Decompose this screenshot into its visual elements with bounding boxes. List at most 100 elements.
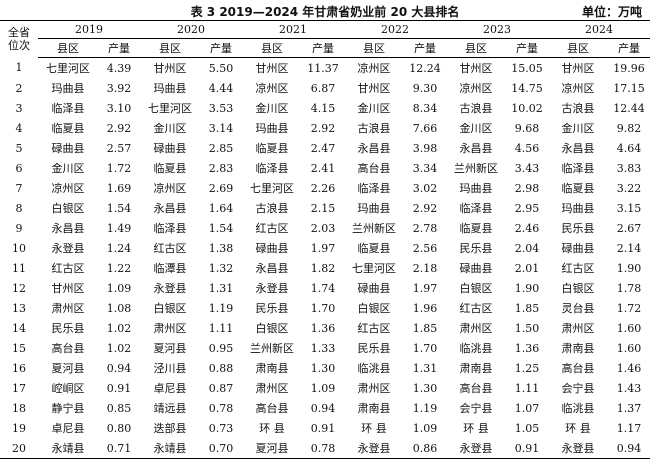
rank-cell: 10 bbox=[12, 241, 26, 255]
output-cell: 4.64 bbox=[616, 141, 642, 155]
county-cell: 迭部县 bbox=[153, 422, 187, 435]
county-cell: 肃南县 bbox=[459, 362, 493, 375]
county-cell: 卓尼县 bbox=[51, 422, 85, 435]
output-cell: 0.73 bbox=[208, 421, 234, 435]
rank-cell: 20 bbox=[0, 438, 38, 459]
output-cell: 1.90 bbox=[514, 281, 540, 295]
output-cell: 12.24 bbox=[409, 61, 441, 75]
output-cell: 14.75 bbox=[511, 81, 543, 95]
county-cell: 靖远县 bbox=[153, 402, 187, 415]
table-title: 表 3 2019—2024 年甘肃省奶业前 20 大县排名 bbox=[190, 5, 460, 19]
output-cell: 3.98 bbox=[412, 141, 438, 155]
rank-cell: 14 bbox=[12, 321, 26, 335]
county-cell: 白银区 bbox=[459, 282, 493, 295]
output-cell: 4.44 bbox=[208, 81, 234, 95]
output-cell: 19.96 bbox=[613, 61, 645, 75]
output-cell: 2.69 bbox=[208, 181, 234, 195]
county-cell: 肃南县 bbox=[255, 362, 289, 375]
county-cell: 永登县 bbox=[255, 282, 289, 295]
output-cell: 1.43 bbox=[616, 381, 642, 395]
county-cell: 临潭县 bbox=[153, 262, 187, 275]
output-cell: 0.91 bbox=[506, 438, 548, 459]
county-cell: 民乐县 bbox=[357, 342, 391, 355]
output-cell: 2.95 bbox=[514, 201, 540, 215]
county-cell: 永昌县 bbox=[51, 222, 85, 235]
county-cell: 凉州区 bbox=[561, 82, 595, 95]
subheader: 产量 bbox=[404, 38, 446, 58]
county-cell: 肃州区 bbox=[561, 322, 595, 335]
county-cell: 夏河县 bbox=[51, 362, 85, 375]
output-cell: 2.67 bbox=[616, 221, 642, 235]
output-cell: 2.47 bbox=[310, 141, 336, 155]
output-cell: 1.30 bbox=[412, 381, 438, 395]
county-cell: 碌曲县 bbox=[561, 242, 595, 255]
county-cell: 金川区 bbox=[561, 122, 595, 135]
output-cell: 1.07 bbox=[514, 401, 540, 415]
county-cell: 肃州区 bbox=[459, 322, 493, 335]
subheader: 县区 bbox=[38, 38, 98, 58]
county-cell: 临洮县 bbox=[561, 402, 595, 415]
output-cell: 2.46 bbox=[514, 221, 540, 235]
output-cell: 1.19 bbox=[208, 301, 234, 315]
output-cell: 1.82 bbox=[310, 261, 336, 275]
county-cell: 临泽县 bbox=[51, 102, 85, 115]
output-cell: 6.87 bbox=[310, 81, 336, 95]
county-cell: 甘州区 bbox=[153, 62, 187, 75]
rank-cell: 9 bbox=[15, 221, 23, 235]
county-cell: 凉州区 bbox=[255, 82, 289, 95]
county-cell: 古浪县 bbox=[357, 122, 391, 135]
output-cell: 1.74 bbox=[310, 281, 336, 295]
county-cell: 永昌县 bbox=[561, 142, 595, 155]
output-cell: 0.88 bbox=[208, 361, 234, 375]
output-cell: 2.57 bbox=[106, 141, 132, 155]
rank-cell: 6 bbox=[15, 161, 23, 175]
rank-cell: 11 bbox=[12, 261, 26, 275]
county-cell: 高台县 bbox=[51, 342, 85, 355]
county-cell: 凉州区 bbox=[153, 182, 187, 195]
output-cell: 12.44 bbox=[613, 101, 645, 115]
county-cell: 甘州区 bbox=[459, 62, 493, 75]
output-cell: 0.80 bbox=[106, 421, 132, 435]
county-cell: 永登县 bbox=[446, 438, 506, 459]
output-cell: 1.02 bbox=[106, 341, 132, 355]
county-cell: 碌曲县 bbox=[153, 142, 187, 155]
county-cell: 临泽县 bbox=[357, 182, 391, 195]
county-cell: 玛曲县 bbox=[153, 82, 187, 95]
output-cell: 0.94 bbox=[608, 438, 650, 459]
subheader-row: 县区 产量 县区 产量 县区 产量 县区 产量 县区 产量 县区 产量 bbox=[0, 38, 650, 58]
output-cell: 0.91 bbox=[310, 421, 336, 435]
header: 表 3 2019—2024 年甘肃省奶业前 20 大县排名 单位：万吨 bbox=[0, 0, 650, 20]
county-cell: 红古区 bbox=[561, 262, 595, 275]
county-cell: 兰州新区 bbox=[454, 162, 498, 175]
output-cell: 3.92 bbox=[106, 81, 132, 95]
county-cell: 古浪县 bbox=[561, 102, 595, 115]
county-cell: 古浪县 bbox=[459, 102, 493, 115]
output-cell: 1.49 bbox=[106, 221, 132, 235]
subheader: 产量 bbox=[506, 38, 548, 58]
year-header: 2023 bbox=[446, 20, 548, 39]
output-cell: 1.54 bbox=[208, 221, 234, 235]
output-cell: 1.33 bbox=[310, 341, 336, 355]
rank-cell: 17 bbox=[12, 381, 26, 395]
county-cell: 永登县 bbox=[153, 282, 187, 295]
data-row: 18 静宁县 0.85 靖远县 0.78 高台县 0.94 肃南县 1.19 会宁县 1.07 临洮县… bbox=[0, 398, 650, 418]
output-cell: 2.78 bbox=[412, 221, 438, 235]
output-cell: 1.96 bbox=[412, 301, 438, 315]
county-cell: 碌曲县 bbox=[51, 142, 85, 155]
county-cell: 永昌县 bbox=[459, 142, 493, 155]
county-cell: 会宁县 bbox=[459, 402, 493, 415]
output-cell: 1.54 bbox=[106, 201, 132, 215]
subheader: 县区 bbox=[140, 38, 200, 58]
output-cell: 0.71 bbox=[98, 438, 140, 459]
output-cell: 1.60 bbox=[616, 321, 642, 335]
output-cell: 1.32 bbox=[208, 261, 234, 275]
county-cell: 民乐县 bbox=[561, 222, 595, 235]
output-cell: 1.08 bbox=[106, 301, 132, 315]
output-cell: 2.98 bbox=[514, 181, 540, 195]
county-cell: 夏河县 bbox=[153, 342, 187, 355]
rank-cell: 1 bbox=[15, 61, 23, 75]
county-cell: 泾川县 bbox=[153, 362, 187, 375]
county-cell: 永登县 bbox=[548, 438, 608, 459]
county-cell: 临洮县 bbox=[357, 362, 391, 375]
county-cell: 甘州区 bbox=[561, 62, 595, 75]
